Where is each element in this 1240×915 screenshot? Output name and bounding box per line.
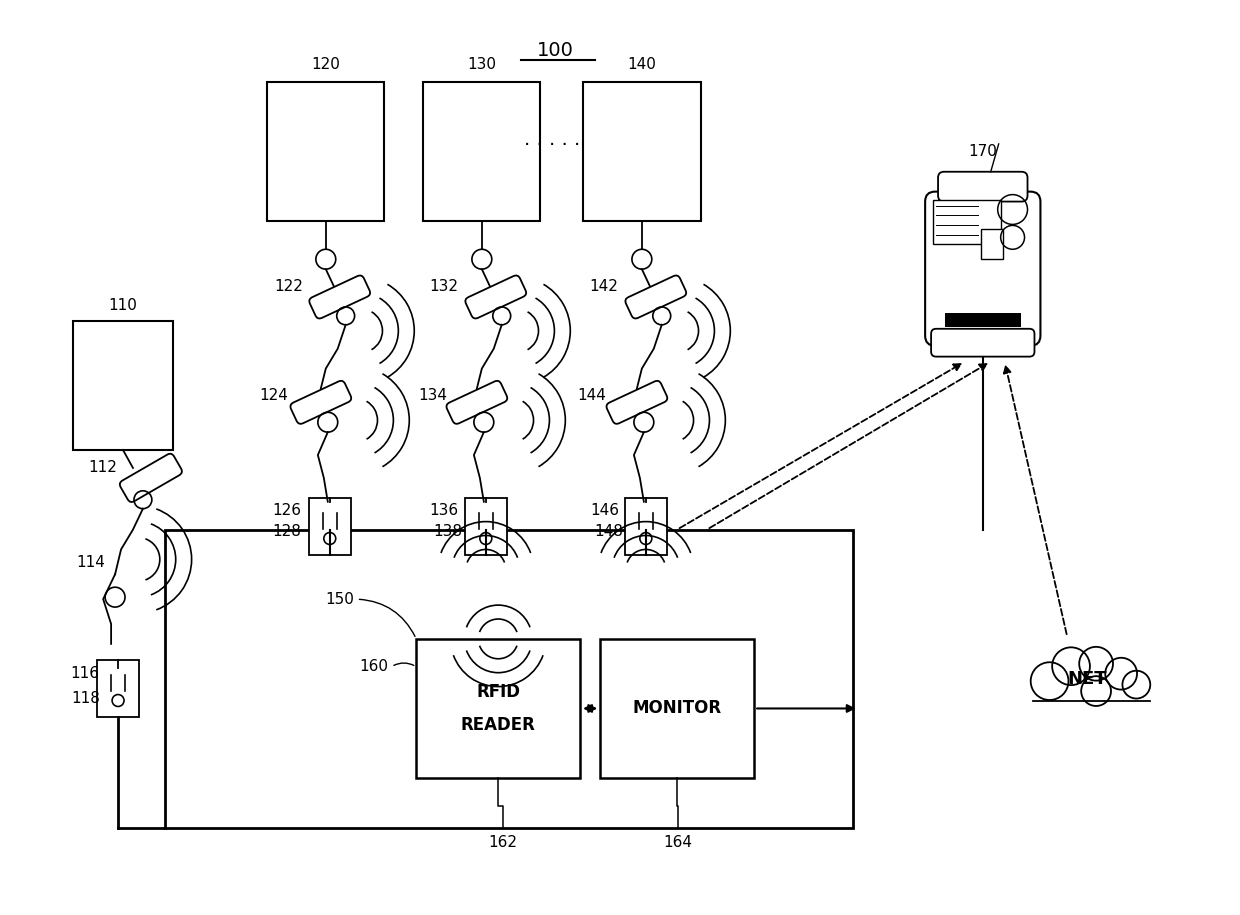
Text: 124: 124 [259,388,289,403]
Bar [600,639,754,778]
Bar [625,498,667,555]
Text: 140: 140 [627,57,656,72]
Text: 144: 144 [578,388,606,403]
Bar [423,82,541,221]
Text: NET: NET [1068,670,1107,688]
Bar [73,321,172,450]
FancyBboxPatch shape [931,328,1034,357]
Text: 132: 132 [429,278,459,294]
Bar [465,498,507,555]
Bar [267,82,384,221]
Bar [165,530,853,828]
FancyBboxPatch shape [446,381,507,424]
Text: 136: 136 [429,503,459,518]
Text: 138: 138 [434,524,463,539]
Text: 160: 160 [360,659,388,674]
Bar [932,199,1001,244]
Bar [981,230,1003,259]
Bar [309,498,351,555]
Text: MONITOR: MONITOR [632,699,722,717]
Text: 146: 146 [590,503,620,518]
Text: . . . . .: . . . . . [525,131,580,149]
Text: 116: 116 [71,666,99,681]
Text: 128: 128 [273,524,301,539]
Text: 148: 148 [595,524,624,539]
Text: 142: 142 [590,278,619,294]
Bar [583,82,701,221]
FancyBboxPatch shape [120,454,182,502]
Bar [97,660,139,717]
Bar [945,313,1021,327]
Text: 112: 112 [89,460,118,476]
Text: 118: 118 [71,691,99,706]
FancyBboxPatch shape [606,381,667,424]
Text: 150: 150 [325,592,355,607]
Text: 100: 100 [537,41,574,60]
Text: 120: 120 [311,57,340,72]
Text: 164: 164 [663,835,692,850]
Text: 126: 126 [273,503,301,518]
FancyBboxPatch shape [290,381,351,424]
Text: RFID: RFID [476,683,521,701]
Text: 170: 170 [968,145,997,159]
Text: 130: 130 [467,57,496,72]
FancyBboxPatch shape [937,172,1028,201]
FancyBboxPatch shape [625,275,686,318]
Text: 134: 134 [419,388,448,403]
Text: 122: 122 [274,278,304,294]
Text: 114: 114 [77,554,105,570]
Text: 162: 162 [489,835,517,850]
Text: 110: 110 [109,298,138,314]
Text: READER: READER [461,716,536,734]
FancyBboxPatch shape [465,275,526,318]
FancyBboxPatch shape [925,191,1040,346]
FancyBboxPatch shape [309,275,370,318]
Bar [417,639,580,778]
